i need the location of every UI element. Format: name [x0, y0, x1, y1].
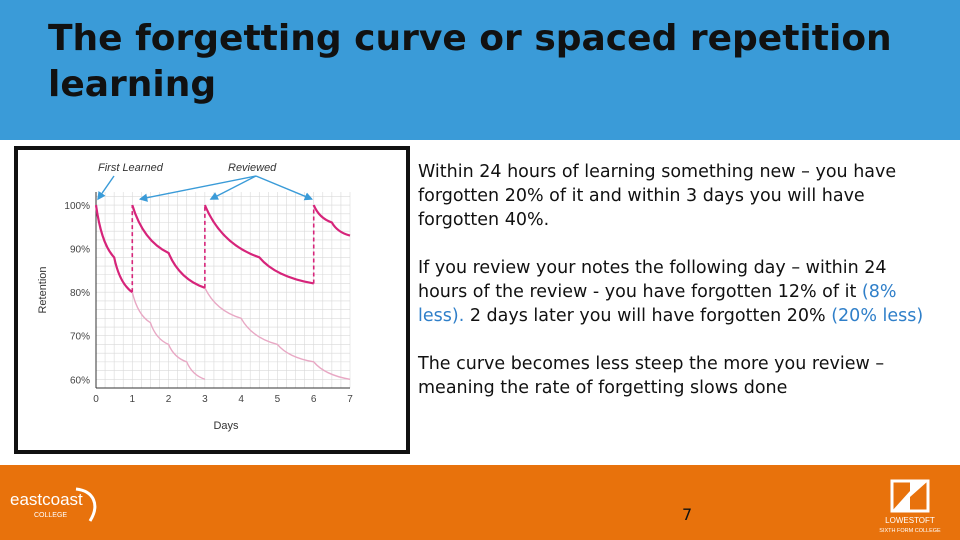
- paragraph-1: Within 24 hours of learning something ne…: [418, 162, 897, 230]
- eastcoast-swoosh-icon: [75, 487, 97, 522]
- title-banner: The forgetting curve or spaced repetitio…: [0, 0, 960, 140]
- retention-curve-segment-2: [131, 204, 206, 289]
- y-tick-label: 80%: [70, 288, 90, 299]
- lowestoft-logo-subtext: SIXTH FORM COLLEGE: [879, 528, 941, 534]
- page-number: 7: [682, 505, 693, 524]
- paragraph-2-part-a: If you review your notes the following d…: [418, 258, 887, 302]
- arrow-reviewed-day-1: [138, 175, 257, 202]
- paragraph-2-part-b: 2 days later you will have forgotten 20%: [464, 306, 832, 326]
- annotation-first-learned: First Learned: [98, 162, 164, 174]
- paragraph-2: If you review your notes the following d…: [418, 256, 938, 328]
- eastcoast-college-logo: eastcoast COLLEGE: [10, 487, 97, 522]
- footer-bar: eastcoast COLLEGE 7 LOWESTOFT SIXTH FORM…: [0, 465, 960, 540]
- lowestoft-college-logo: LOWESTOFT SIXTH FORM COLLEGE: [879, 479, 941, 534]
- x-tick-label: 6: [311, 394, 317, 405]
- chart-grid: [95, 192, 351, 389]
- x-axis-label: Days: [213, 420, 239, 432]
- forgetting-curve-chart: 60% 70% 80% 90% 100% 0 1 2 3 4 5 6 7 Days Retention Fir…: [37, 162, 353, 432]
- y-axis-label: Retention: [37, 266, 49, 313]
- slide-title: The forgetting curve or spaced repetitio…: [48, 18, 892, 105]
- paragraph-3: The curve becomes less steep the more yo…: [418, 354, 885, 398]
- retention-curve-segment-3: [203, 204, 314, 285]
- x-tick-label: 5: [275, 394, 281, 405]
- eastcoast-logo-text: eastcoast: [10, 490, 83, 509]
- retention-curve-segment-1: [94, 204, 133, 294]
- y-tick-label: 70%: [70, 332, 90, 343]
- annotation-reviewed: Reviewed: [228, 162, 277, 174]
- x-tick-label: 7: [347, 394, 353, 405]
- x-tick-label: 0: [93, 394, 99, 405]
- x-tick-label: 4: [238, 394, 244, 405]
- paragraph-2-highlight-1: (8% less).: [418, 282, 897, 326]
- x-tick-label: 3: [202, 394, 208, 405]
- eastcoast-logo-subtext: COLLEGE: [34, 512, 67, 519]
- arrow-first-learned: [97, 175, 115, 201]
- lowestoft-logo-text: LOWESTOFT: [885, 516, 935, 525]
- forgetting-curve-figure: 60% 70% 80% 90% 100% 0 1 2 3 4 5 6 7 Days Retention Fir…: [14, 146, 410, 454]
- retention-curve-segment-4: [312, 204, 351, 237]
- lowestoft-logo-corner-icon: [910, 481, 928, 497]
- arrow-reviewed-day-3: [209, 175, 257, 200]
- y-tick-label: 100%: [64, 201, 90, 212]
- y-tick-label: 90%: [70, 245, 90, 256]
- body-text: Within 24 hours of learning something ne…: [418, 160, 938, 424]
- arrow-reviewed-day-6: [255, 175, 314, 201]
- x-tick-label: 1: [130, 394, 136, 405]
- x-tick-label: 2: [166, 394, 172, 405]
- paragraph-2-highlight-2: (20% less): [831, 306, 924, 326]
- lowestoft-logo-shape-icon: [892, 491, 910, 511]
- y-tick-label: 60%: [70, 375, 90, 386]
